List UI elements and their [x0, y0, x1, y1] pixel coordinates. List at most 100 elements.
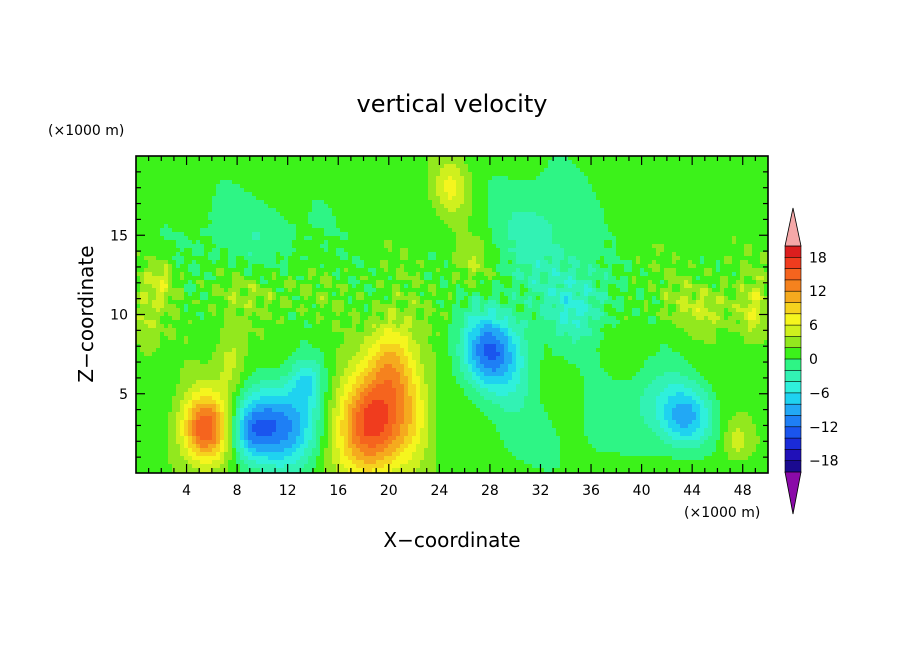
- contour-cell: [152, 252, 157, 257]
- contour-cell: [580, 184, 585, 189]
- contour-cell: [264, 264, 269, 269]
- contour-cell: [260, 236, 265, 241]
- contour-cell: [412, 272, 417, 277]
- contour-cell: [236, 184, 241, 189]
- contour-cell: [684, 248, 689, 253]
- contour-cell: [440, 168, 445, 173]
- contour-cell: [288, 208, 293, 213]
- contour-cell: [136, 220, 141, 225]
- contour-cell: [280, 272, 285, 277]
- contour-cell: [204, 280, 209, 285]
- contour-cell: [144, 280, 149, 285]
- contour-cell: [760, 192, 765, 197]
- contour-cell: [700, 176, 705, 181]
- contour-cell: [136, 272, 141, 277]
- contour-cell: [616, 216, 621, 221]
- contour-cell: [164, 264, 169, 269]
- contour-cell: [564, 268, 569, 273]
- contour-cell: [572, 156, 577, 161]
- contour-cell: [296, 208, 301, 213]
- contour-cell: [748, 216, 753, 221]
- contour-cell: [440, 228, 445, 233]
- contour-cell: [280, 212, 285, 217]
- contour-cell: [696, 176, 701, 181]
- contour-cell: [296, 280, 301, 285]
- contour-cell: [240, 160, 245, 165]
- contour-cell: [700, 224, 705, 229]
- contour-cell: [724, 240, 729, 245]
- contour-cell: [584, 188, 589, 193]
- contour-cell: [140, 224, 145, 229]
- contour-cell: [764, 192, 769, 197]
- contour-cell: [180, 248, 185, 253]
- contour-cell: [380, 204, 385, 209]
- contour-cell: [424, 184, 429, 189]
- contour-cell: [580, 188, 585, 193]
- contour-cell: [372, 160, 377, 165]
- contour-cell: [704, 200, 709, 205]
- contour-cell: [424, 252, 429, 257]
- contour-cell: [652, 260, 657, 265]
- contour-cell: [616, 248, 621, 253]
- contour-cell: [560, 156, 565, 161]
- contour-cell: [604, 188, 609, 193]
- contour-cell: [504, 176, 509, 181]
- contour-cell: [700, 232, 705, 237]
- contour-cell: [716, 196, 721, 201]
- contour-cell: [376, 160, 381, 165]
- contour-cell: [312, 156, 317, 161]
- contour-cell: [268, 280, 273, 285]
- contour-cell: [744, 272, 749, 277]
- contour-cell: [704, 252, 709, 257]
- contour-cell: [492, 252, 497, 257]
- contour-cell: [644, 228, 649, 233]
- contour-cell: [672, 228, 677, 233]
- contour-cell: [440, 156, 445, 161]
- contour-cell: [580, 224, 585, 229]
- contour-cell: [428, 268, 433, 273]
- contour-cell: [452, 260, 457, 265]
- contour-cell: [512, 208, 517, 213]
- contour-cell: [612, 256, 617, 261]
- contour-cell: [448, 244, 453, 249]
- contour-cell: [296, 256, 301, 261]
- contour-cell: [484, 156, 489, 161]
- contour-cell: [576, 224, 581, 229]
- contour-cell: [184, 252, 189, 257]
- contour-cell: [396, 156, 401, 161]
- contour-cell: [140, 248, 145, 253]
- contour-cell: [608, 180, 613, 185]
- contour-cell: [616, 196, 621, 201]
- contour-cell: [508, 156, 513, 161]
- contour-cell: [528, 212, 533, 217]
- contour-cell: [216, 184, 221, 189]
- contour-cell: [336, 180, 341, 185]
- contour-cell: [140, 280, 145, 285]
- contour-cell: [396, 160, 401, 165]
- contour-cell: [140, 188, 145, 193]
- contour-cell: [672, 216, 677, 221]
- contour-cell: [352, 160, 357, 165]
- contour-cell: [396, 256, 401, 261]
- contour-cell: [468, 264, 473, 269]
- contour-cell: [304, 228, 309, 233]
- contour-cell: [636, 164, 641, 169]
- contour-cell: [476, 272, 481, 277]
- contour-cell: [652, 164, 657, 169]
- contour-cell: [480, 244, 485, 249]
- contour-cell: [520, 184, 525, 189]
- contour-cell: [676, 192, 681, 197]
- contour-cell: [760, 244, 765, 249]
- contour-cell: [392, 176, 397, 181]
- contour-cell: [180, 184, 185, 189]
- contour-cell: [244, 192, 249, 197]
- contour-cell: [240, 268, 245, 273]
- contour-cell: [620, 212, 625, 217]
- contour-cell: [188, 236, 193, 241]
- contour-cell: [636, 212, 641, 217]
- contour-cell: [268, 160, 273, 165]
- contour-cell: [432, 216, 437, 221]
- contour-cell: [340, 220, 345, 225]
- contour-cell: [388, 156, 393, 161]
- contour-cell: [620, 208, 625, 213]
